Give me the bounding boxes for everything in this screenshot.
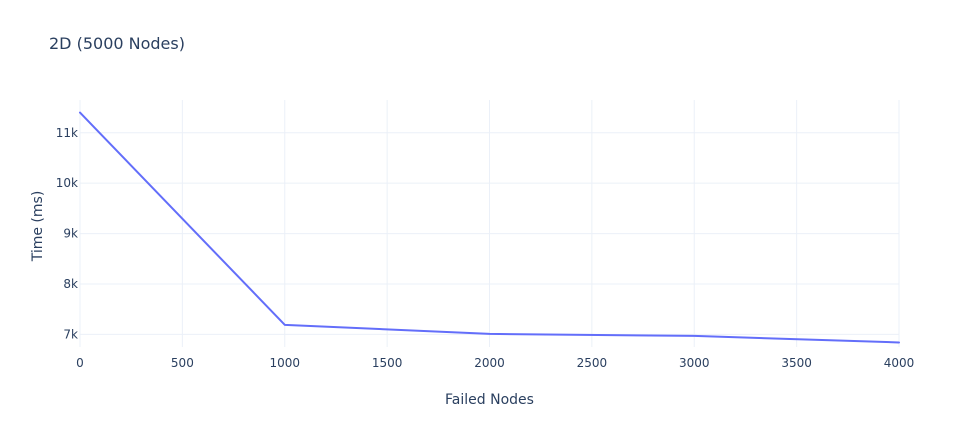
x-tick-label: 2500 [577,356,608,370]
y-tick-label: 10k [56,176,78,190]
x-tick-label: 2000 [474,356,505,370]
y-axis-title: Time (ms) [30,190,46,262]
chart-title: 2D (5000 Nodes) [49,34,185,53]
x-tick-label: 1500 [372,356,403,370]
x-tick-label: 0 [76,356,84,370]
y-tick-label: 9k [63,227,78,241]
y-tick-label: 7k [63,327,78,341]
x-tick-label: 500 [171,356,194,370]
y-tick-label: 11k [56,126,78,140]
y-tick-label: 8k [63,277,78,291]
x-tick-label: 4000 [884,356,915,370]
x-tick-label: 1000 [269,356,300,370]
x-axis-title: Failed Nodes [445,392,534,408]
series-line [79,111,900,344]
series-layer [79,111,900,344]
grid [79,100,900,347]
tick-labels: 0 500 1000 1500 2000 2500 3000 3500 4000 7k 8k 9k 10… [56,126,914,370]
x-tick-label: 3500 [781,356,812,370]
x-tick-label: 3000 [679,356,710,370]
